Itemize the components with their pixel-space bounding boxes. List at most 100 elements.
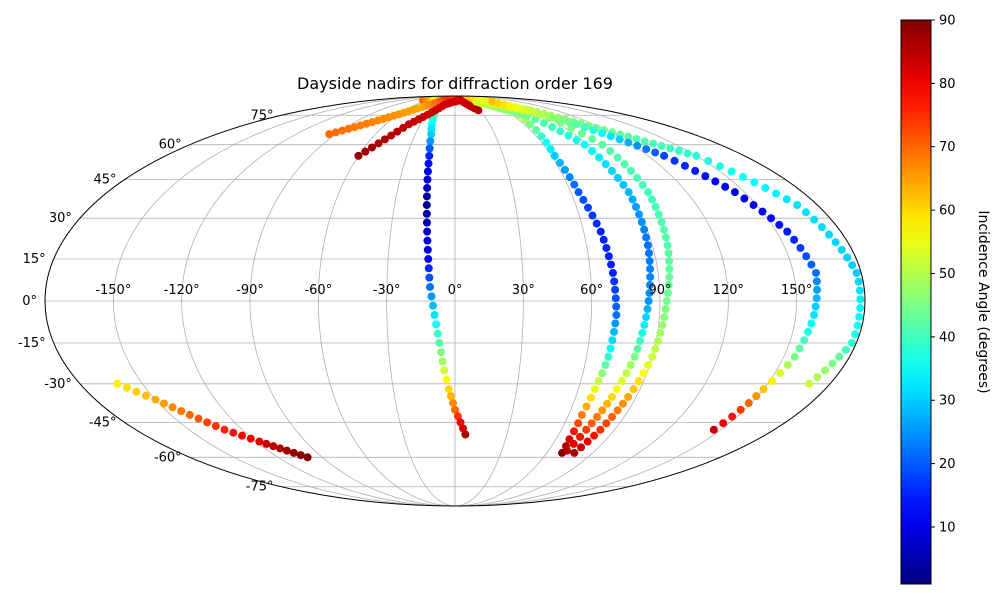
data-point — [587, 419, 596, 428]
data-point — [637, 218, 646, 226]
data-point — [435, 338, 444, 347]
data-point — [229, 428, 238, 437]
colorbar-tick-label: 20 — [939, 457, 956, 472]
y-tick-label: 15° — [23, 252, 46, 267]
data-point — [644, 249, 653, 258]
data-point — [618, 399, 627, 408]
data-point — [674, 146, 683, 155]
data-point — [430, 311, 439, 320]
data-point — [665, 272, 674, 281]
data-point — [446, 392, 455, 401]
colorbar-tick-label: 60 — [939, 204, 956, 219]
data-point — [574, 419, 583, 428]
data-point — [565, 173, 574, 182]
x-tick-label: 150° — [781, 283, 812, 298]
data-point — [645, 280, 654, 289]
data-point — [644, 188, 653, 197]
x-tick-label: 30° — [512, 283, 535, 298]
data-point — [425, 151, 434, 160]
data-point — [776, 369, 785, 378]
data-point — [425, 273, 434, 282]
data-point — [579, 195, 588, 204]
data-point — [506, 102, 515, 111]
data-point — [660, 151, 669, 160]
data-point — [368, 143, 376, 152]
data-point — [855, 286, 864, 295]
data-point — [113, 379, 122, 388]
data-point — [526, 120, 535, 129]
data-point — [428, 301, 437, 310]
data-point — [132, 387, 141, 396]
data-point — [592, 219, 601, 228]
data-point — [619, 180, 628, 189]
data-point — [361, 147, 370, 156]
data-point — [344, 124, 353, 133]
data-point — [577, 129, 586, 138]
y-tick-label: 0° — [22, 294, 37, 309]
data-point — [442, 375, 451, 384]
data-point — [660, 313, 669, 322]
data-point — [627, 166, 636, 175]
data-point — [474, 106, 483, 115]
data-point — [606, 132, 615, 141]
data-point — [767, 214, 776, 223]
data-point — [640, 321, 649, 330]
data-point — [393, 127, 402, 136]
data-point — [657, 142, 666, 151]
data-point — [608, 336, 617, 345]
data-point — [607, 392, 616, 401]
data-point — [550, 151, 559, 160]
data-point — [426, 282, 434, 291]
data-point — [211, 422, 220, 431]
data-point — [427, 292, 436, 301]
data-point — [645, 288, 654, 297]
data-point — [853, 321, 862, 330]
data-point — [624, 188, 633, 197]
data-point — [584, 203, 593, 212]
data-point — [704, 156, 713, 165]
data-point — [598, 406, 607, 415]
data-point — [537, 110, 546, 119]
data-point — [665, 257, 674, 266]
data-point — [556, 127, 565, 136]
data-point — [633, 173, 642, 182]
data-point — [574, 188, 583, 197]
data-point — [354, 151, 363, 160]
data-point — [168, 403, 177, 412]
data-point — [795, 344, 804, 353]
data-point — [691, 166, 700, 175]
data-point — [661, 305, 670, 314]
data-point — [837, 245, 846, 254]
data-point — [638, 180, 647, 189]
data-point — [453, 412, 462, 421]
y-tick-label: -75° — [246, 480, 274, 495]
data-point — [613, 406, 622, 415]
data-point — [570, 448, 579, 457]
colorbar-tick-label: 90 — [939, 14, 956, 29]
data-point — [646, 264, 655, 273]
data-point — [653, 336, 662, 345]
data-point — [828, 359, 837, 368]
data-point — [542, 138, 551, 147]
colorbar-tick-label: 80 — [939, 77, 956, 92]
data-point — [577, 410, 586, 419]
colorbar-gradient — [900, 19, 932, 585]
x-tick-label: 120° — [713, 283, 744, 298]
data-point — [595, 153, 604, 162]
data-point — [437, 348, 446, 357]
data-point — [727, 167, 736, 176]
data-point — [665, 264, 674, 273]
data-point — [608, 268, 617, 277]
data-point — [609, 327, 618, 336]
data-point — [269, 442, 278, 451]
data-point — [532, 126, 541, 135]
data-point — [613, 385, 622, 394]
x-tick-label: -30° — [373, 283, 401, 298]
data-point — [588, 211, 597, 220]
data-point — [813, 285, 822, 294]
data-point — [640, 137, 649, 146]
data-point — [740, 194, 749, 203]
data-point — [603, 399, 612, 408]
data-point — [852, 268, 861, 277]
